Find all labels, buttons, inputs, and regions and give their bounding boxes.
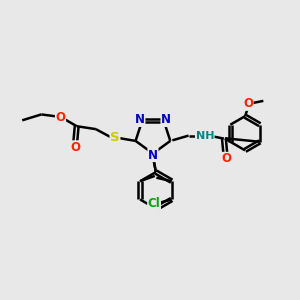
Text: S: S <box>110 131 120 145</box>
Text: N: N <box>148 148 158 161</box>
Text: N: N <box>161 113 171 126</box>
Text: Cl: Cl <box>148 197 160 210</box>
Text: O: O <box>243 97 253 110</box>
Text: N: N <box>135 113 145 126</box>
Text: O: O <box>70 141 80 154</box>
Text: NH: NH <box>196 130 214 141</box>
Text: O: O <box>221 152 231 165</box>
Text: O: O <box>56 111 65 124</box>
